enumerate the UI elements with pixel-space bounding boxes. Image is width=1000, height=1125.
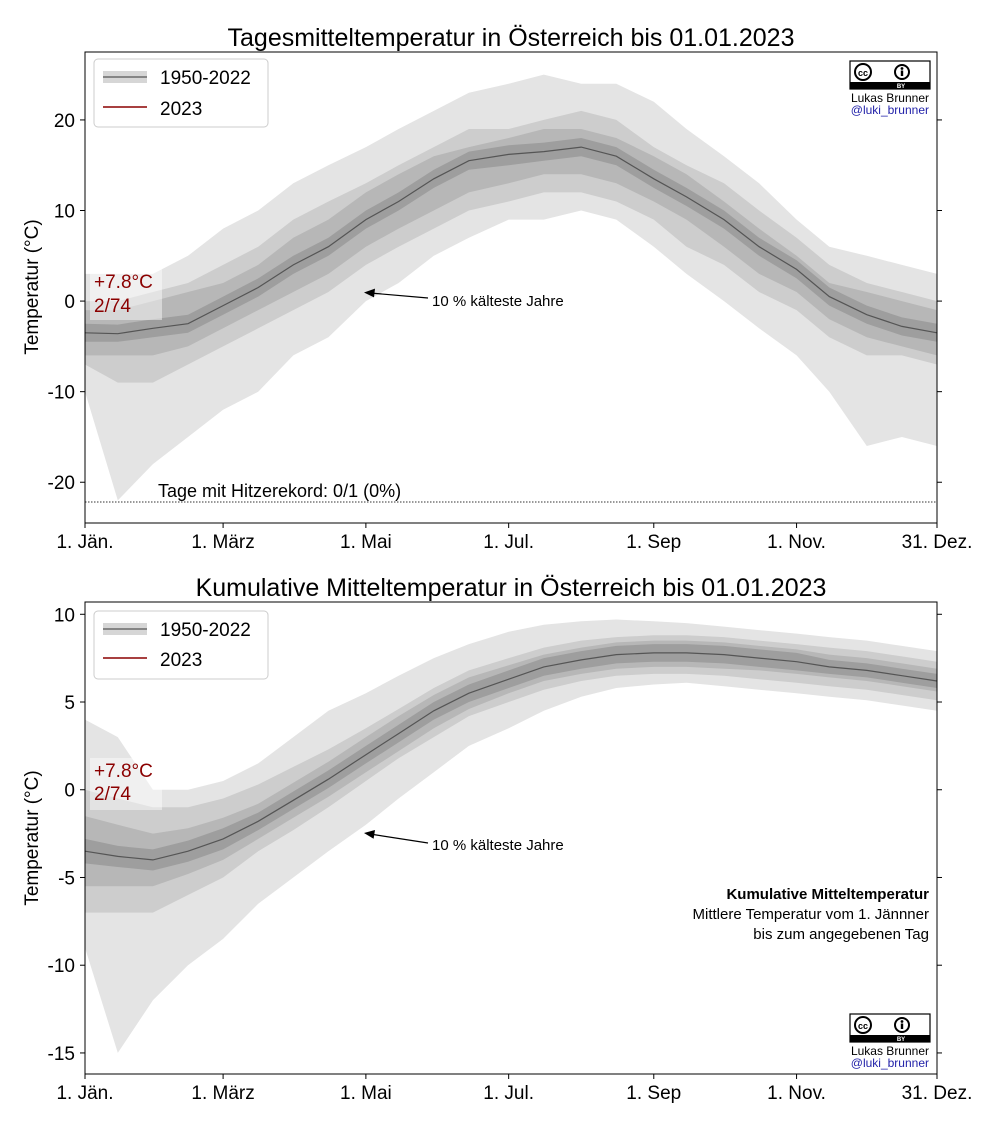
chart-title: Tagesmitteltemperatur in Österreich bis … (228, 24, 795, 52)
y-tick-label: 10 (54, 605, 75, 626)
x-tick-label: 1. Nov. (767, 1083, 826, 1104)
y-tick-label: 20 (54, 111, 75, 132)
percentile-band-4 (85, 644, 937, 871)
coldest-years-label: 10 % kälteste Jahre (432, 293, 564, 310)
climatology-median-line (84, 652, 938, 861)
climatology-bands (85, 74, 937, 501)
daily-temperature-panel: Tagesmitteltemperatur in Österreich bis … (22, 24, 972, 553)
x-tick-label: 1. Sep (626, 1083, 681, 1104)
y-tick-label: -15 (48, 1044, 75, 1065)
y-tick-label: -10 (48, 383, 75, 404)
svg-text:cc: cc (858, 1021, 868, 1031)
climatology-median-line (84, 146, 938, 335)
legend: 1950-2022 2023 (93, 610, 269, 680)
cumulative-temperature-panel: Kumulative Mitteltemperatur in Österreic… (22, 574, 972, 1104)
x-tick-label: 1. Jän. (56, 1083, 113, 1104)
climatology-bands (85, 619, 937, 1053)
x-tick-label: 1. Mai (340, 1083, 392, 1104)
coldest-years-annotation: 10 % kälteste Jahre (364, 288, 564, 310)
cc-icon (854, 63, 872, 81)
svg-text:BY: BY (897, 1037, 905, 1043)
anomaly-rank: 2/74 (94, 784, 131, 805)
y-axis-ticks: 20 10 0 -10 -20 (48, 111, 942, 494)
credit-handle: @luki_brunner (851, 103, 929, 117)
x-tick-label: 1. März (191, 532, 254, 553)
cc-license-badge: cc BY (849, 60, 931, 90)
legend-label-climatology: 1950-2022 (160, 68, 251, 89)
x-axis-ticks: 1. Jän. 1. März 1. Mai 1. Jul. 1. Sep 1. Nov.… (56, 1074, 972, 1104)
percentile-band-1 (85, 74, 937, 501)
x-tick-label: 31. Dez. (902, 532, 973, 553)
credit-author: Lukas Brunner (851, 1044, 929, 1058)
y-tick-label: 5 (64, 693, 75, 714)
legend: 1950-2022 2023 (93, 58, 269, 128)
y-tick-label: 0 (64, 781, 75, 802)
y-axis-label: Temperatur (°C) (22, 770, 43, 905)
coldest-years-annotation: 10 % kälteste Jahre (364, 830, 564, 854)
x-tick-label: 1. März (191, 1083, 254, 1104)
y-tick-label: -10 (48, 956, 75, 977)
info-line-2: bis zum angegebenen Tag (753, 926, 929, 943)
x-tick-label: 31. Dez. (902, 1083, 973, 1104)
legend-label-climatology: 1950-2022 (160, 620, 251, 641)
anomaly-box (90, 758, 162, 810)
x-tick-label: 1. Jul. (483, 532, 534, 553)
plot-frame (84, 51, 938, 524)
x-tick-label: 1. Jän. (56, 532, 113, 553)
legend-label-2023: 2023 (160, 650, 202, 671)
legend-label-2023: 2023 (160, 99, 202, 120)
y-tick-label: 10 (54, 202, 75, 223)
credit-author: Lukas Brunner (851, 91, 929, 105)
x-axis-ticks: 1. Jän. 1. März 1. Mai 1. Jul. 1. Sep 1. Nov.… (56, 523, 972, 553)
y-tick-label: 0 (64, 292, 75, 313)
record-days-text: Tage mit Hitzerekord: 0/1 (0%) (158, 481, 401, 501)
x-tick-label: 1. Sep (626, 532, 681, 553)
info-title: Kumulative Mitteltemperatur (726, 886, 929, 903)
info-line-1: Mittlere Temperatur vom 1. Jännner (693, 906, 930, 923)
anomaly-box (90, 268, 162, 320)
credit-handle: @luki_brunner (851, 1056, 929, 1070)
y-axis-ticks: 10 5 0 -5 -10 -15 (48, 605, 942, 1065)
y-tick-label: -5 (58, 868, 75, 889)
x-tick-label: 1. Jul. (483, 1083, 534, 1104)
y-tick-label: -20 (48, 473, 75, 494)
svg-text:cc: cc (858, 68, 868, 78)
y-axis-label: Temperatur (°C) (22, 219, 43, 354)
anomaly-rank: 2/74 (94, 296, 131, 317)
coldest-years-label: 10 % kälteste Jahre (432, 837, 564, 854)
cc-license-badge: cc BY (849, 1013, 931, 1043)
percentile-band-4 (85, 138, 937, 342)
chart-title: Kumulative Mitteltemperatur in Österreic… (196, 574, 827, 602)
svg-text:BY: BY (897, 84, 905, 90)
cc-icon (854, 1016, 872, 1034)
anomaly-value: +7.8°C (94, 761, 153, 782)
x-tick-label: 1. Mai (340, 532, 392, 553)
plot-frame (84, 601, 938, 1075)
anomaly-value: +7.8°C (94, 272, 153, 293)
x-tick-label: 1. Nov. (767, 532, 826, 553)
